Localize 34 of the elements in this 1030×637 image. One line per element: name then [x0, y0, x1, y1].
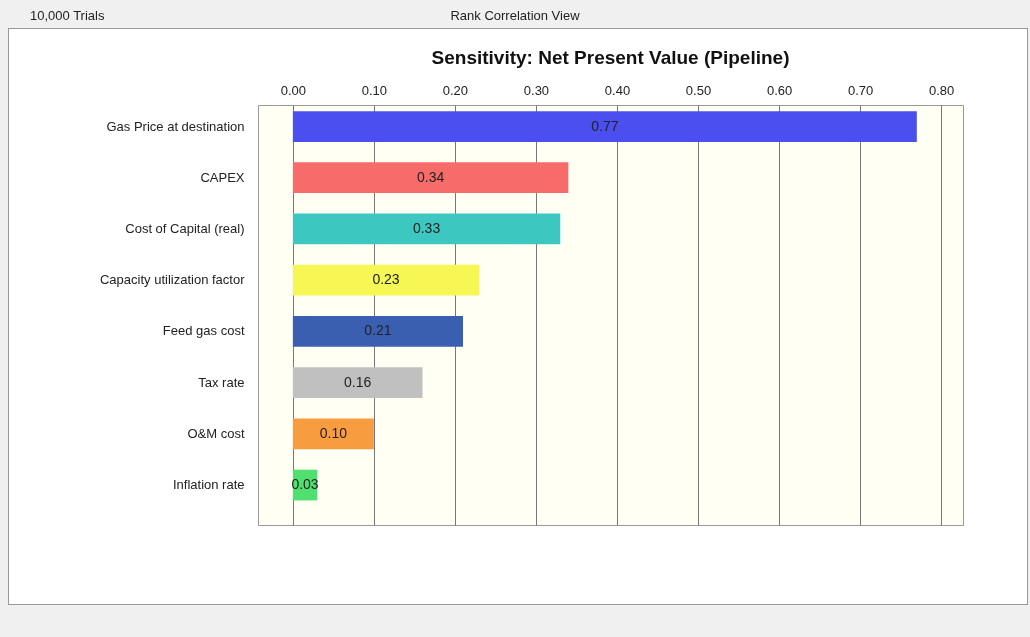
x-tick-label: 0.30: [523, 82, 550, 98]
data-label: 0.21: [364, 322, 392, 339]
data-label: 0.23: [372, 271, 400, 288]
chart-title: Sensitivity: Net Present Value (Pipeline): [431, 47, 790, 68]
data-label: 0.77: [591, 117, 619, 134]
data-label: 0.33: [412, 219, 441, 236]
data-label: 0.10: [319, 424, 348, 441]
bar: [292, 162, 569, 194]
y-tick-label: Capacity utilization factor: [99, 272, 246, 288]
y-tick-label: Cost of Capital (real): [125, 220, 245, 236]
text: Rank Correlation View: [450, 8, 580, 23]
bar: [292, 316, 464, 347]
y-tick-label: CAPEX: [200, 169, 245, 185]
bar: [292, 264, 480, 296]
x-tick-label: 0.10: [361, 82, 388, 98]
y-tick-label: Gas Price at destination: [106, 118, 245, 134]
y-tick-label: O&M cost: [187, 425, 245, 441]
x-tick-label: 0.40: [604, 82, 631, 98]
bar: [292, 367, 423, 398]
bar: [292, 418, 374, 450]
x-tick-label: 0.50: [685, 82, 712, 98]
x-tick-label: 0.20: [442, 82, 469, 98]
data-label: 0.16: [344, 373, 372, 390]
bar: [292, 111, 917, 142]
y-tick-label: Inflation rate: [172, 477, 245, 493]
y-tick-label: Tax rate: [198, 374, 245, 390]
x-tick-label: 0.70: [847, 82, 874, 98]
y-tick-label: Feed gas cost: [162, 323, 245, 339]
text: 10,000 Trials: [30, 8, 105, 23]
x-tick-label: 0.00: [280, 82, 306, 98]
bar: [292, 213, 561, 245]
data-label: 0.34: [416, 168, 445, 185]
x-tick-label: 0.60: [766, 82, 793, 98]
x-tick-label: 0.80: [928, 82, 955, 98]
